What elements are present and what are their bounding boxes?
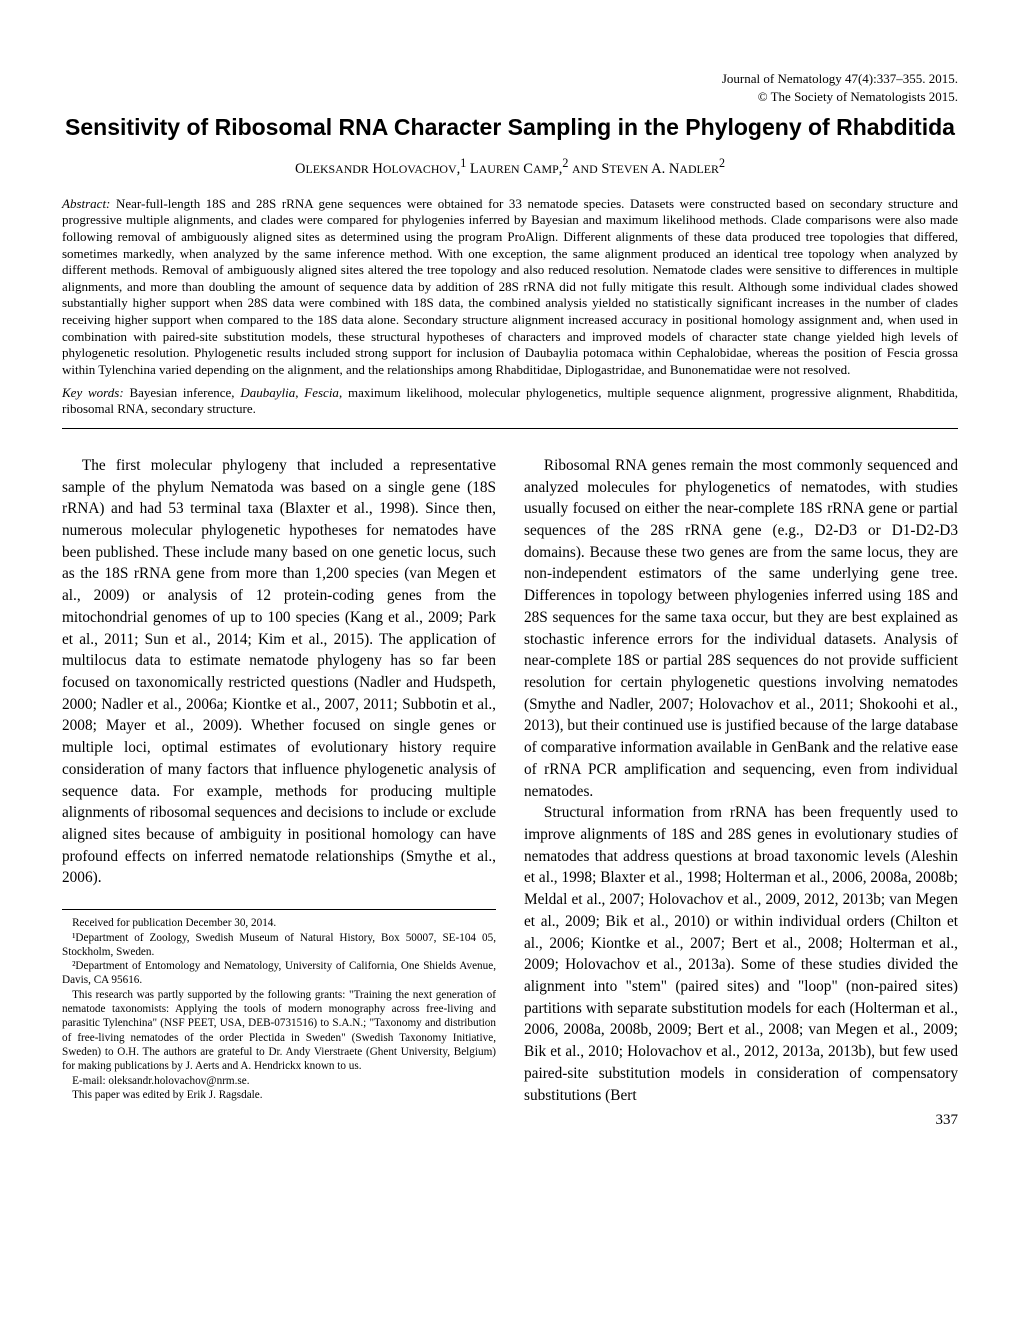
page-number: 337 (524, 1110, 958, 1131)
journal-citation: Journal of Nematology 47(4):337–355. 201… (62, 70, 958, 88)
journal-meta: Journal of Nematology 47(4):337–355. 201… (62, 70, 958, 105)
journal-copyright: © The Society of Nematologists 2015. (62, 88, 958, 106)
abstract-block: Abstract: Near-full-length 18S and 28S r… (62, 196, 958, 379)
body-para-r1: Ribosomal RNA genes remain the most comm… (524, 455, 958, 803)
article-title: Sensitivity of Ribosomal RNA Character S… (62, 113, 958, 142)
footnote-email: E-mail: oleksandr.holovachov@nrm.se. (62, 1074, 496, 1088)
keywords-label: Key words: (62, 385, 124, 400)
body-columns: The first molecular phylogeny that inclu… (62, 455, 958, 1132)
footnote-aff2: ²Department of Entomology and Nematology… (62, 959, 496, 988)
footnote-ack: This research was partly supported by th… (62, 988, 496, 1074)
body-para-l1: The first molecular phylogeny that inclu… (62, 455, 496, 889)
left-column: The first molecular phylogeny that inclu… (62, 455, 496, 1132)
right-column: Ribosomal RNA genes remain the most comm… (524, 455, 958, 1132)
abstract-rule (62, 428, 958, 429)
keywords-block: Key words: Bayesian inference, Daubaylia… (62, 385, 958, 418)
abstract-label: Abstract: (62, 196, 110, 211)
footnote-block: Received for publication December 30, 20… (62, 909, 496, 1102)
footnote-aff1: ¹Department of Zoology, Swedish Museum o… (62, 931, 496, 960)
abstract-text: Near-full-length 18S and 28S rRNA gene s… (62, 196, 958, 377)
authors-line: OLEKSANDR HOLOVACHOV,1 LAUREN CAMP,2 AND… (62, 156, 958, 178)
keywords-text: Bayesian inference, Daubaylia, Fescia, m… (62, 385, 958, 417)
footnote-received: Received for publication December 30, 20… (62, 916, 496, 930)
authors-text: OLEKSANDR HOLOVACHOV,1 LAUREN CAMP,2 AND… (295, 161, 725, 177)
footnote-editor: This paper was edited by Erik J. Ragsdal… (62, 1088, 496, 1102)
body-para-r2: Structural information from rRNA has bee… (524, 802, 958, 1106)
